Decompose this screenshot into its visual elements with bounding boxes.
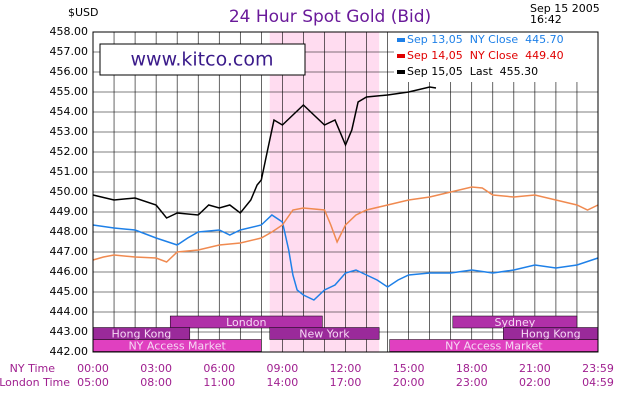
y-tick-label: 453.00 bbox=[50, 125, 89, 138]
x-tick-label-london: 05:00 bbox=[77, 376, 109, 389]
y-tick-label: 454.00 bbox=[50, 105, 89, 118]
y-tick-label: 443.00 bbox=[50, 325, 89, 338]
plot-frame bbox=[92, 31, 599, 353]
y-tick-label: 445.00 bbox=[50, 285, 89, 298]
legend-box bbox=[394, 32, 598, 82]
legend-swatch bbox=[397, 54, 405, 58]
london-time-label: London Time bbox=[0, 376, 70, 389]
x-tick-label-london: 04:59 bbox=[582, 376, 614, 389]
x-tick-label-london: 14:00 bbox=[267, 376, 299, 389]
x-tick-label: 12:00 bbox=[330, 362, 362, 375]
x-tick-label-london: 02:00 bbox=[519, 376, 551, 389]
y-tick-label: 451.00 bbox=[50, 165, 89, 178]
x-tick-label-london: 11:00 bbox=[203, 376, 235, 389]
x-tick-label-london: 23:00 bbox=[456, 376, 488, 389]
y-tick-label: 448.00 bbox=[50, 225, 89, 238]
x-tick-label: 21:00 bbox=[519, 362, 551, 375]
x-tick-label: 09:00 bbox=[267, 362, 299, 375]
series-line bbox=[92, 186, 599, 263]
y-tick-label: 455.00 bbox=[50, 85, 89, 98]
session-bar bbox=[269, 327, 380, 340]
legend-swatch bbox=[397, 70, 405, 74]
timestamp-time: 16:42 bbox=[530, 13, 562, 26]
y-tick-label: 450.00 bbox=[50, 185, 89, 198]
legend-label: Sep 14,05 NY Close 449.40 bbox=[407, 49, 564, 62]
y-tick-label: 444.00 bbox=[50, 305, 89, 318]
legend-label: Sep 13,05 NY Close 445.70 bbox=[407, 33, 564, 46]
x-tick-label: 15:00 bbox=[393, 362, 425, 375]
y-tick-label: 446.00 bbox=[50, 265, 89, 278]
y-tick-label: 457.00 bbox=[50, 45, 89, 58]
session-label: NY Access Market bbox=[128, 340, 226, 353]
x-tick-label: 03:00 bbox=[140, 362, 172, 375]
legend-label: Sep 15,05 Last 455.30 bbox=[407, 65, 538, 78]
y-tick-label: 442.00 bbox=[50, 345, 89, 358]
ny-time-label: NY Time bbox=[10, 362, 56, 375]
chart-title: 24 Hour Spot Gold (Bid) bbox=[229, 7, 431, 27]
session-label: Hong Kong bbox=[521, 328, 581, 341]
timestamp-date: Sep 15 2005 bbox=[530, 2, 600, 15]
x-tick-label-london: 17:00 bbox=[330, 376, 362, 389]
x-tick-label: 23:59 bbox=[582, 362, 614, 375]
watermark: www.kitco.com bbox=[130, 49, 273, 71]
session-bar bbox=[169, 315, 323, 329]
series-line bbox=[92, 86, 437, 219]
y-tick-label: 449.00 bbox=[50, 205, 89, 218]
session-label: Sydney bbox=[495, 316, 536, 329]
y-axis-label: $USD bbox=[68, 6, 99, 19]
y-tick-label: 452.00 bbox=[50, 145, 89, 158]
watermark-box bbox=[99, 43, 306, 76]
x-tick-label-london: 20:00 bbox=[393, 376, 425, 389]
session-label: London bbox=[226, 316, 266, 329]
y-tick-label: 456.00 bbox=[50, 65, 89, 78]
x-tick-label: 06:00 bbox=[203, 362, 235, 375]
session-label: NY Access Market bbox=[445, 340, 543, 353]
x-tick-label-london: 08:00 bbox=[140, 376, 172, 389]
session-label: Hong Kong bbox=[111, 328, 171, 341]
session-label: New York bbox=[299, 328, 350, 341]
y-tick-label: 447.00 bbox=[50, 245, 89, 258]
series-line bbox=[92, 214, 599, 301]
x-tick-label: 00:00 bbox=[77, 362, 109, 375]
legend-swatch bbox=[397, 38, 405, 42]
x-tick-label: 18:00 bbox=[456, 362, 488, 375]
y-tick-label: 458.00 bbox=[50, 25, 89, 38]
